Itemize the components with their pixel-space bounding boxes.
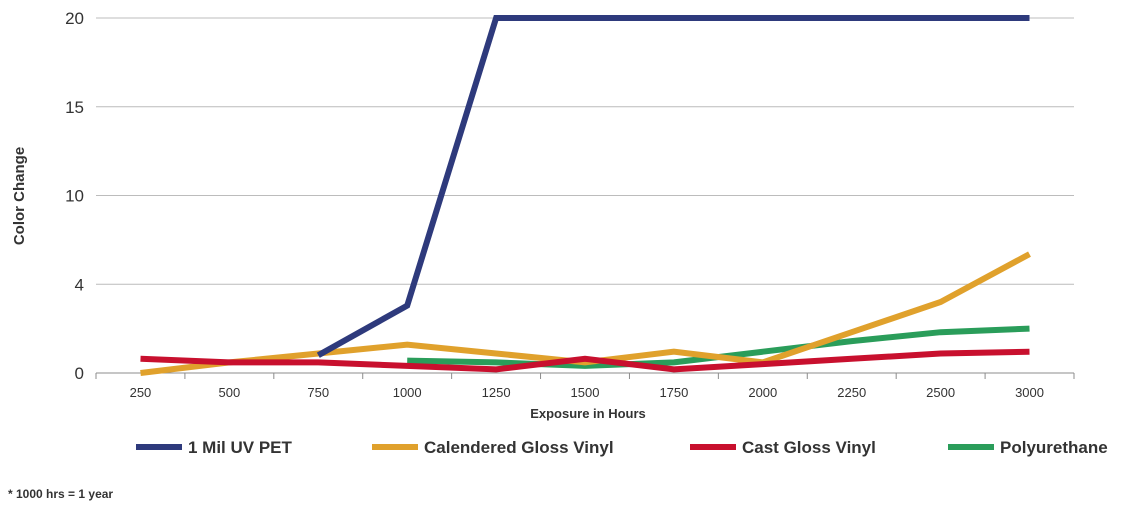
y-axis-title: Color Change <box>11 147 28 245</box>
series-line-2 <box>140 251 1031 376</box>
x-tick-label: 1000 <box>393 385 422 400</box>
legend: 1 Mil UV PET Calendered Gloss Vinyl Cast G… <box>136 438 1108 457</box>
series-layer <box>140 15 1031 376</box>
legend-swatch <box>948 444 994 450</box>
x-tick-label: 2500 <box>926 385 955 400</box>
series-line-4 <box>407 325 1030 369</box>
legend-swatch <box>372 444 418 450</box>
axis-layer: 0 4 10 15 20 250 500 750 1000 1250 1500 1750 2000 225… <box>65 9 1075 400</box>
y-tick-label: 0 <box>75 364 84 383</box>
legend-label: Calendered Gloss Vinyl <box>424 438 614 457</box>
label-layer: Color Change Exposure in Hours * 1000 hr… <box>8 147 646 501</box>
series-line-3 <box>140 348 1030 373</box>
x-tick-label: 2000 <box>748 385 777 400</box>
legend-swatch <box>136 444 182 450</box>
x-tick-label: 3000 <box>1015 385 1044 400</box>
y-tick-label: 10 <box>65 187 84 206</box>
legend-label: Cast Gloss Vinyl <box>742 438 876 457</box>
x-tick-label: 2250 <box>837 385 866 400</box>
grid-layer <box>96 17 1074 285</box>
x-tick-label: 1500 <box>571 385 600 400</box>
legend-swatch <box>690 444 736 450</box>
series-line-1 <box>316 15 1030 358</box>
x-tick-label: 750 <box>307 385 329 400</box>
footnote: * 1000 hrs = 1 year <box>8 487 113 501</box>
x-tick-label: 250 <box>130 385 152 400</box>
x-tick-label: 1250 <box>482 385 511 400</box>
y-tick-label: 20 <box>65 9 84 28</box>
x-axis-title: Exposure in Hours <box>530 406 646 421</box>
y-tick-label: 15 <box>65 98 84 117</box>
x-tick-label: 1750 <box>659 385 688 400</box>
x-tick-label: 500 <box>219 385 241 400</box>
legend-label: 1 Mil UV PET <box>188 438 293 457</box>
y-tick-label: 4 <box>75 275 84 294</box>
legend-label: Polyurethane <box>1000 438 1108 457</box>
